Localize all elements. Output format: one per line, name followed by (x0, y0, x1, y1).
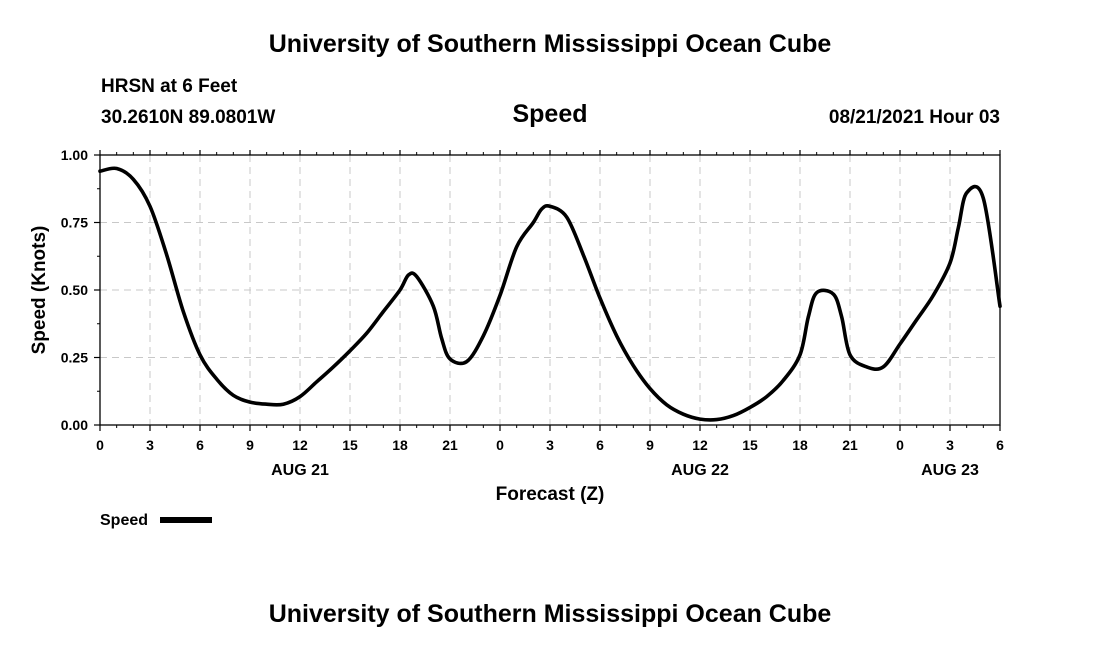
y-tick-label: 0.50 (61, 282, 88, 298)
y-tick-label: 0.75 (61, 215, 88, 231)
x-tick-label: 18 (392, 437, 408, 453)
y-axis-label: Speed (Knots) (29, 226, 50, 355)
footer-title: University of Southern Mississippi Ocean… (268, 600, 832, 628)
x-axis-label: Forecast (Z) (496, 484, 605, 505)
date-label: AUG 22 (671, 462, 729, 479)
legend: Speed (100, 512, 212, 529)
date-labels: AUG 21 AUG 22 AUG 23 (271, 462, 979, 479)
date-label: AUG 21 (271, 462, 329, 479)
x-tick-label: 3 (946, 437, 954, 453)
legend-label: Speed (100, 512, 148, 529)
forecast-datetime: 08/21/2021 Hour 03 (828, 107, 1000, 128)
y-axis: 0.00 0.25 0.50 0.75 1.00 (61, 147, 100, 433)
x-tick-label: 6 (996, 437, 1004, 453)
x-tick-label: 3 (146, 437, 154, 453)
x-tick-label: 3 (546, 437, 554, 453)
x-tick-label: 21 (442, 437, 458, 453)
x-tick-label: 0 (896, 437, 904, 453)
x-tick-label: 15 (742, 437, 758, 453)
y-tick-label: 0.25 (61, 350, 88, 366)
date-label: AUG 23 (921, 462, 979, 479)
station-label: HRSN at 6 Feet (101, 76, 238, 97)
station-coords: 30.2610N 89.0801W (101, 107, 276, 128)
y-tick-label: 1.00 (61, 147, 88, 163)
x-tick-label: 9 (646, 437, 654, 453)
x-tick-label: 12 (292, 437, 308, 453)
x-tick-label: 21 (842, 437, 858, 453)
page-title: University of Southern Mississippi Ocean… (268, 30, 832, 58)
x-tick-label: 6 (596, 437, 604, 453)
chart-grid (100, 155, 1000, 425)
x-axis: 0 3 6 9 12 15 18 21 0 3 6 9 12 15 18 21 0 3 6 (96, 150, 1004, 453)
x-tick-label: 18 (792, 437, 808, 453)
x-tick-label: 6 (196, 437, 204, 453)
x-tick-label: 15 (342, 437, 358, 453)
speed-series-line (98, 166, 1002, 422)
x-tick-label: 12 (692, 437, 708, 453)
x-tick-label: 9 (246, 437, 254, 453)
chart-title: Speed (512, 100, 588, 128)
y-tick-label: 0.00 (61, 417, 88, 433)
x-tick-label: 0 (96, 437, 104, 453)
x-tick-label: 0 (496, 437, 504, 453)
